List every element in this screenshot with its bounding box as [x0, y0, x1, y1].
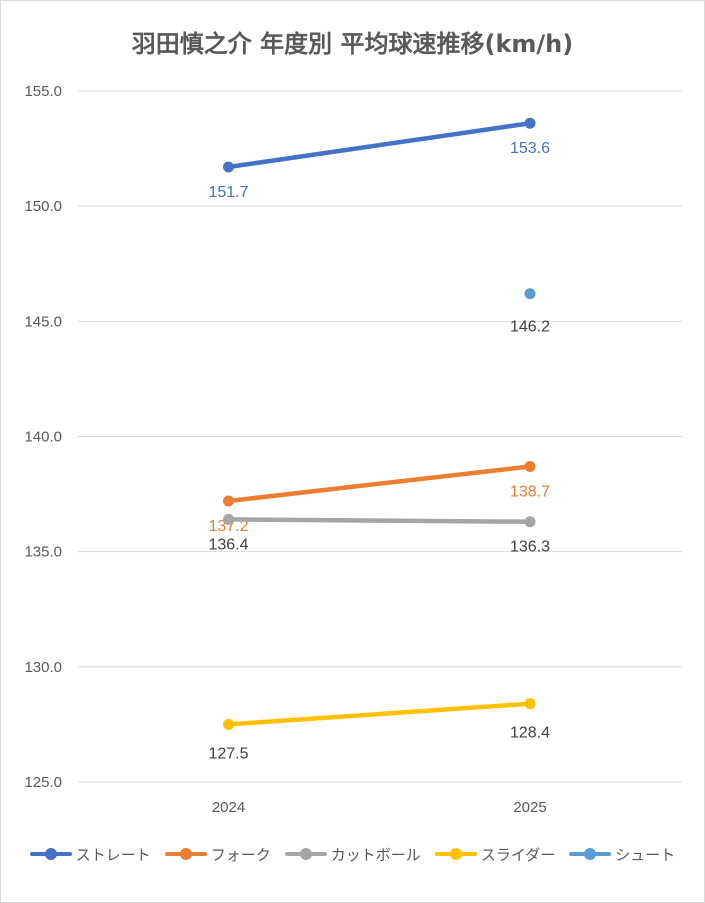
data-point: [524, 698, 536, 710]
y-tick-label: 140.0: [24, 429, 62, 446]
chart-title: 羽田慎之介 年度別 平均球速推移(km/h): [131, 30, 574, 58]
y-tick-label: 135.0: [24, 544, 62, 561]
data-label: 136.4: [208, 536, 248, 553]
legend-label: フォーク: [210, 845, 271, 864]
x-tick-label: 2024: [212, 799, 245, 816]
data-label: 151.7: [208, 184, 248, 201]
y-tick-label: 155.0: [24, 83, 62, 100]
series-line-0: [226, 120, 533, 170]
chart-legend: ストレート フォーク カットボール スライダー シュート: [0, 842, 705, 866]
series-line-2: [226, 517, 533, 524]
y-tick-label: 130.0: [24, 659, 62, 676]
data-point: [524, 516, 536, 528]
data-point: [223, 513, 234, 525]
data-label: 136.3: [510, 539, 550, 556]
legend-swatch: [29, 848, 72, 860]
legend-label: ストレート: [75, 845, 151, 864]
data-label: 153.6: [510, 140, 550, 157]
legend-item: ストレート: [29, 844, 151, 865]
legend-item: シュート: [569, 844, 675, 865]
y-tick-label: 145.0: [24, 313, 62, 330]
data-point: [223, 161, 234, 173]
data-point: [524, 117, 536, 129]
legend-item: スライダー: [434, 844, 556, 865]
legend-label: カットボール: [330, 845, 421, 864]
data-label: 127.5: [208, 745, 248, 762]
series-line-3: [226, 701, 533, 727]
y-tick-label: 150.0: [24, 198, 62, 215]
legend-item: フォーク: [164, 844, 271, 865]
legend-label: シュート: [615, 845, 676, 864]
legend-swatch: [434, 848, 477, 860]
legend-swatch: [569, 848, 612, 860]
data-point: [524, 460, 536, 472]
legend-swatch: [164, 848, 207, 860]
y-tick-label: 125.0: [24, 774, 62, 791]
legend-label: スライダー: [480, 845, 556, 864]
data-label: 137.2: [208, 518, 248, 535]
data-label: 138.7: [510, 483, 550, 500]
x-tick-label: 2025: [513, 799, 546, 816]
legend-item: カットボール: [284, 844, 421, 865]
data-label: 146.2: [510, 319, 550, 336]
data-point: [223, 495, 234, 507]
data-label: 128.4: [510, 725, 550, 742]
series-line-1: [226, 464, 533, 504]
data-point: [223, 718, 234, 730]
legend-swatch: [284, 848, 327, 860]
data-point: [524, 288, 536, 300]
